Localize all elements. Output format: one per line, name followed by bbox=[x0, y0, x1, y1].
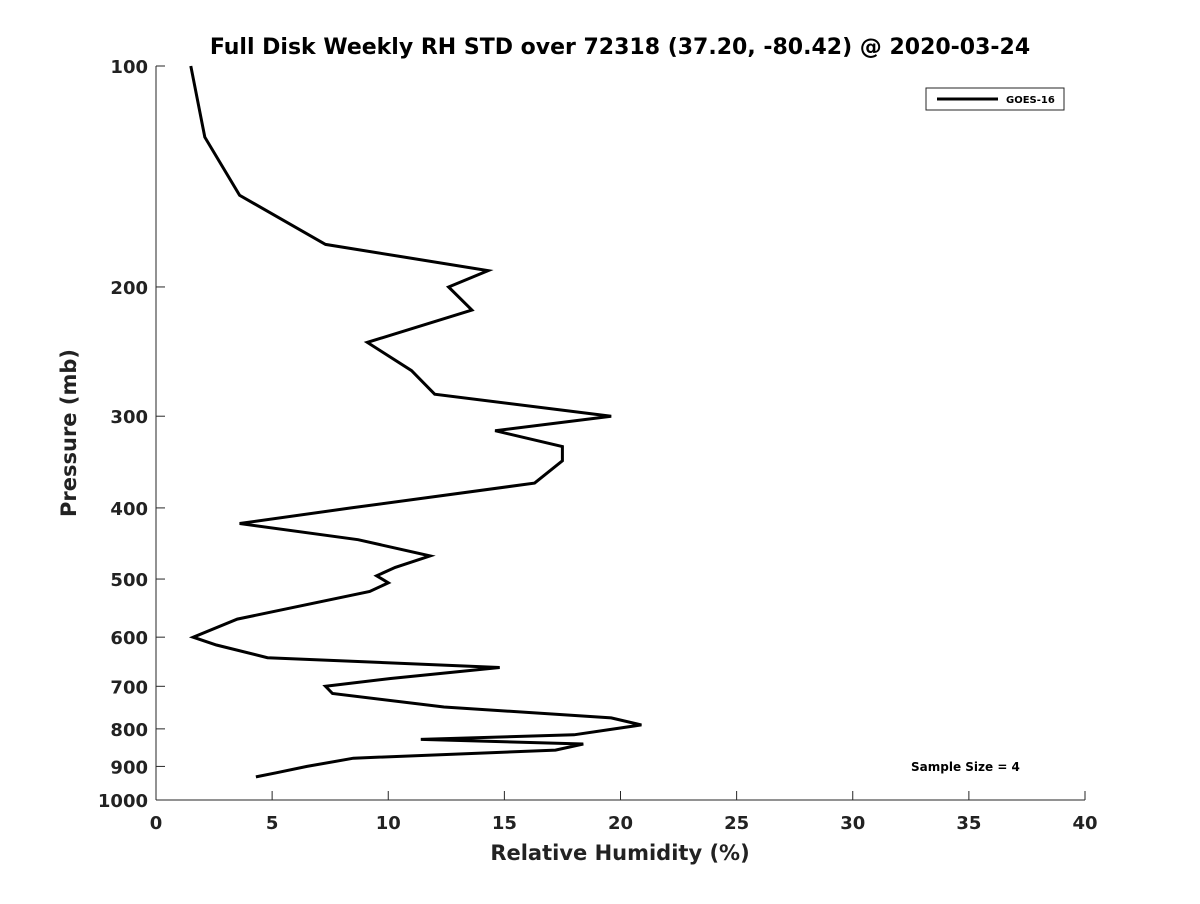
x-tick-label: 30 bbox=[840, 813, 865, 834]
x-tick-label: 15 bbox=[492, 813, 517, 834]
y-tick-label: 100 bbox=[110, 57, 148, 78]
y-tick-label: 200 bbox=[110, 278, 148, 299]
y-tick-label: 1000 bbox=[98, 791, 148, 812]
x-tick-label: 25 bbox=[724, 813, 749, 834]
series-line-goes-16 bbox=[191, 66, 642, 777]
x-axis-label: Relative Humidity (%) bbox=[490, 841, 749, 865]
legend: GOES-16 bbox=[926, 88, 1064, 110]
x-tick-label: 40 bbox=[1072, 813, 1097, 834]
y-tick-label: 600 bbox=[110, 628, 148, 649]
x-tick-label: 0 bbox=[150, 813, 163, 834]
y-tick-label: 700 bbox=[110, 677, 148, 698]
sample-size-annotation: Sample Size = 4 bbox=[911, 760, 1020, 774]
x-tick-label: 20 bbox=[608, 813, 633, 834]
x-axis-ticks: 0 5 10 15 20 25 30 35 40 bbox=[150, 791, 1098, 834]
x-tick-label: 35 bbox=[956, 813, 981, 834]
x-tick-label: 5 bbox=[266, 813, 279, 834]
legend-label-goes-16: GOES-16 bbox=[1006, 95, 1055, 106]
y-axis-ticks: 100 200 300 400 500 600 700 800 900 1000 bbox=[98, 57, 165, 812]
y-tick-label: 300 bbox=[110, 407, 148, 428]
y-tick-label: 900 bbox=[110, 757, 148, 778]
y-axis-label: Pressure (mb) bbox=[57, 349, 81, 517]
chart-title: Full Disk Weekly RH STD over 72318 (37.2… bbox=[210, 35, 1030, 60]
y-tick-label: 800 bbox=[110, 720, 148, 741]
x-tick-label: 10 bbox=[376, 813, 401, 834]
series-layer bbox=[191, 66, 642, 777]
y-tick-label: 500 bbox=[110, 570, 148, 591]
y-tick-label: 400 bbox=[110, 499, 148, 520]
